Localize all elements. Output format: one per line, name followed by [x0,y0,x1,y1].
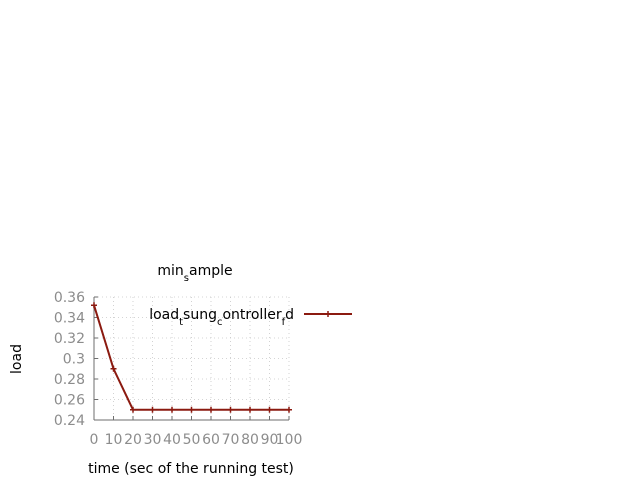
y-tick-label: 0.32 [54,331,85,347]
y-tick-label: 0.36 [54,290,85,306]
x-tick-label: 70 [222,432,240,448]
x-tick-label: 30 [144,432,162,448]
legend: loadtsungcontrollerfd [149,307,352,328]
series-layer [91,302,292,413]
x-tick-label: 10 [105,432,123,448]
y-tick-label: 0.28 [54,372,85,388]
chart-title: minsample [157,263,232,284]
legend-marker [325,311,331,317]
x-tick-label: 20 [124,432,142,448]
x-tick-label: 40 [163,432,181,448]
data-point [266,406,273,413]
x-tick-label: 60 [202,432,220,448]
x-axis-label: time (sec of the running test) [88,461,294,477]
data-point [208,406,214,413]
x-tick-label: 80 [241,432,259,448]
data-point [227,406,234,413]
y-tick-label: 0.26 [54,393,85,409]
y-tick-label: 0.34 [54,311,85,327]
y-axis-ticks: 0.24 0.26 0.28 0.3 0.32 0.34 0.36 [54,290,98,429]
x-tick-label: 50 [183,432,201,448]
data-point [110,365,117,372]
data-point [130,406,136,413]
data-point [149,406,156,413]
x-tick-label: 0 [90,432,99,448]
legend-label: loadtsungcontrollerfd [149,307,294,328]
x-tick-label: 90 [261,432,279,448]
y-tick-label: 0.3 [63,352,85,368]
y-tick-label: 0.24 [54,413,85,429]
y-axis-label: load [9,344,25,374]
x-tick-label: 100 [276,432,303,448]
data-point [247,406,253,413]
data-point [91,302,97,309]
data-point [188,406,195,413]
data-point [286,406,292,413]
data-point [169,406,175,413]
